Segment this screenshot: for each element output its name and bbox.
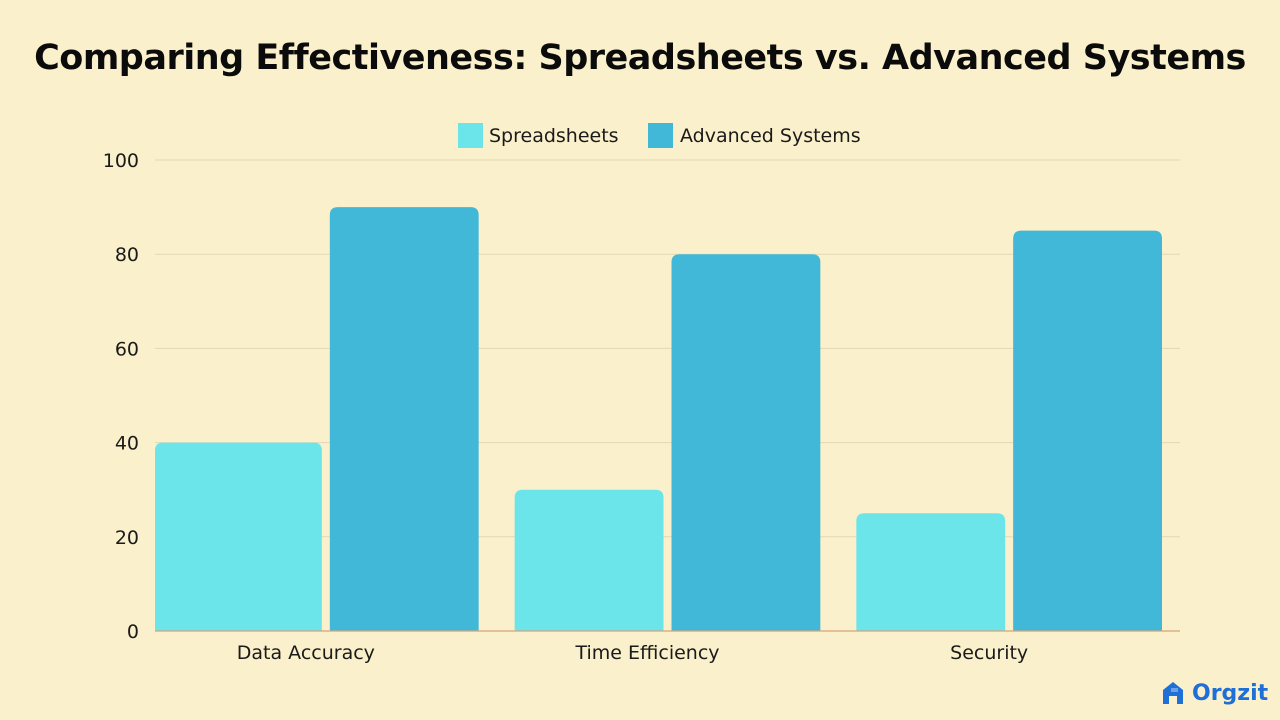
y-tick-label: 0: [127, 621, 139, 643]
bar-spreadsheets-data-accuracy: [155, 442, 322, 631]
brand-logo: Orgzit: [1160, 677, 1268, 709]
y-tick-label: 100: [103, 150, 139, 172]
y-tick-label: 60: [115, 338, 139, 360]
legend-swatch-spreadsheets: [458, 123, 483, 148]
y-tick-label: 80: [115, 244, 139, 266]
y-tick-label: 20: [115, 527, 139, 549]
x-tick-label: Data Accuracy: [237, 642, 375, 664]
bar-advanced-systems-time-efficiency: [671, 254, 821, 631]
x-tick-label: Security: [950, 642, 1028, 664]
y-tick-label: 40: [115, 433, 139, 455]
legend-label: Advanced Systems: [680, 125, 861, 147]
bar-spreadsheets-time-efficiency: [514, 489, 664, 631]
chart-title: Comparing Effectiveness: Spreadsheets vs…: [34, 38, 1246, 78]
gridlines: [155, 159, 1180, 538]
legend-swatch-advanced-systems: [648, 123, 673, 148]
bar-advanced-systems-security: [1013, 230, 1162, 631]
orgzit-logo-icon: [1163, 682, 1183, 704]
bars: [155, 207, 1180, 632]
bar-advanced-systems-data-accuracy: [329, 207, 479, 631]
x-axis-tick-labels: Data Accuracy Time Efficiency Security: [237, 642, 1028, 664]
y-axis-tick-labels: 0 20 40 60 80 100: [103, 150, 139, 643]
bar-spreadsheets-security: [856, 513, 1006, 631]
legend: Spreadsheets Advanced Systems: [458, 123, 861, 148]
brand-name: Orgzit: [1192, 680, 1269, 706]
x-tick-label: Time Efficiency: [574, 642, 719, 664]
legend-label: Spreadsheets: [489, 125, 619, 147]
